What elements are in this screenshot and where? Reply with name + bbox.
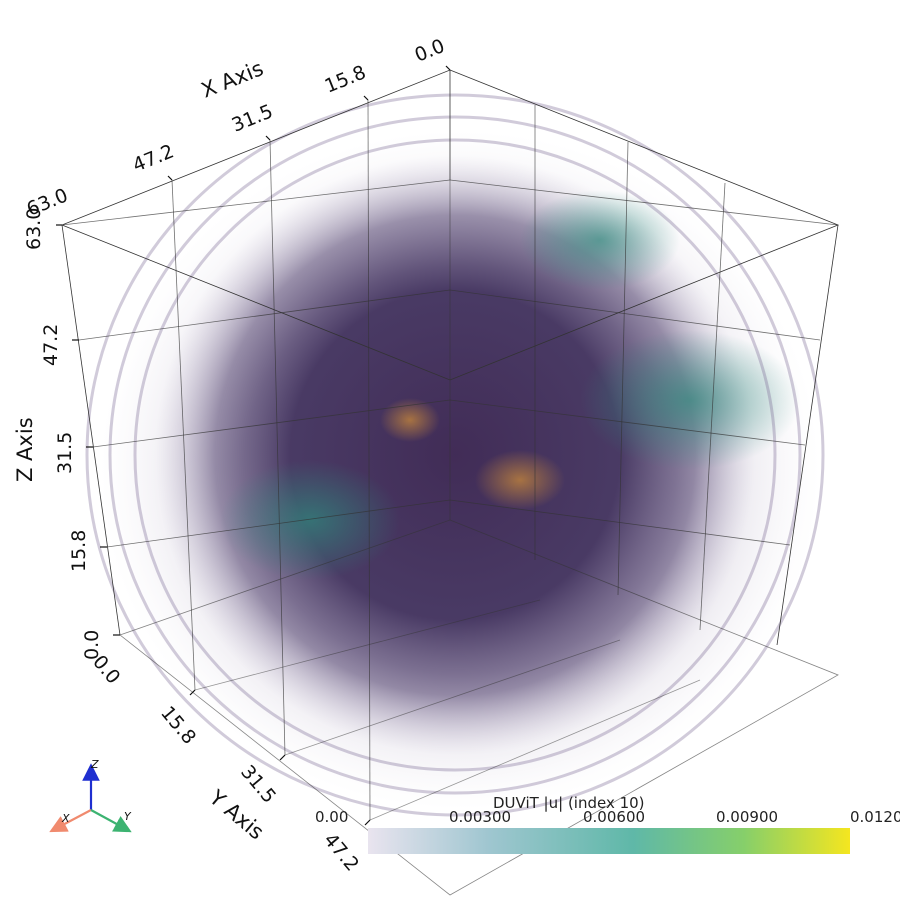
z-tick-1: 15.8 [68,530,90,572]
z-tick-2: 31.5 [54,432,76,474]
z-axis-title: Z Axis [13,417,37,482]
triad-y-label: Y [124,810,132,823]
axes-grid [60,69,840,896]
colorbar-tick-3: 0.00900 [716,808,778,826]
y-tick-3: 47.2 [319,829,363,876]
x-tick-3: 47.2 [130,140,177,176]
colorbar-title: DUViT |u| (index 10) [493,794,645,812]
x-tick-2: 31.5 [229,100,276,136]
colorbar-tick-0: 0.00 [315,808,348,826]
colorbar: DUViT |u| (index 10) 0.00 0.00300 0.0060… [315,794,900,854]
x-tick-1: 15.8 [322,61,369,97]
triad-z-label: Z [90,758,99,771]
orientation-triad: Z X Y [49,758,132,833]
triad-x-label: X [61,812,70,825]
colorbar-tick-1: 0.00300 [449,808,511,826]
z-tick-0: 0.0 [81,630,103,660]
colorbar-gradient [368,828,850,854]
z-axis: Z Axis 63.0 47.2 31.5 15.8 0.0 [13,208,103,660]
volume-render [85,93,825,817]
colorbar-tick-2: 0.00600 [583,808,645,826]
z-tick-4: 63.0 [23,208,45,250]
axis-ticks [56,65,451,826]
x-axis-title: X Axis [198,56,267,102]
x-tick-0: 0.0 [412,35,448,67]
z-tick-3: 47.2 [40,324,62,366]
colorbar-tick-4: 0.0120 [850,808,900,826]
